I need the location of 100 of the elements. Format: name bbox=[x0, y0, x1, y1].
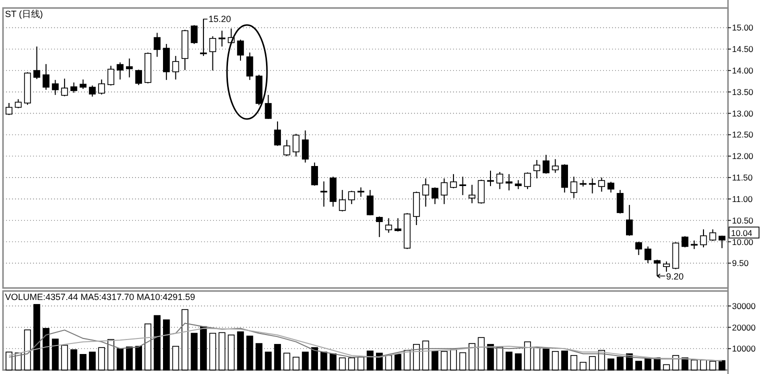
candlestick bbox=[338, 189, 346, 212]
candlestick bbox=[366, 189, 374, 216]
y-tick-label: 12.00 bbox=[732, 151, 754, 162]
y-tick-label: 11.00 bbox=[732, 194, 753, 204]
bar bbox=[376, 352, 383, 370]
chart-title: VOLUME:4357.44 MA5:4317.70 MA10:4291.59 bbox=[5, 292, 196, 302]
bar bbox=[182, 309, 188, 370]
bar bbox=[228, 334, 235, 370]
bar bbox=[700, 360, 707, 370]
candlestick bbox=[413, 191, 420, 226]
bar bbox=[172, 346, 180, 370]
bar bbox=[552, 351, 559, 370]
bar bbox=[80, 354, 86, 370]
candlestick bbox=[394, 218, 402, 232]
bar bbox=[385, 355, 392, 370]
bar bbox=[246, 336, 254, 370]
candlestick bbox=[644, 246, 652, 264]
bar bbox=[274, 344, 281, 370]
candlestick bbox=[570, 176, 578, 199]
y-tick-label: 30000 bbox=[732, 300, 756, 311]
candlestick bbox=[172, 55, 180, 80]
bar bbox=[6, 352, 12, 370]
candlestick bbox=[190, 24, 198, 44]
annotation: 9.20 bbox=[666, 272, 684, 282]
bar bbox=[690, 360, 698, 370]
candlestick bbox=[320, 180, 328, 208]
candlestick bbox=[533, 159, 540, 179]
bar bbox=[357, 356, 364, 370]
candlestick bbox=[135, 69, 142, 86]
bar bbox=[256, 343, 262, 370]
bar bbox=[561, 350, 568, 370]
bar bbox=[663, 364, 670, 370]
candlestick bbox=[283, 139, 290, 157]
bar bbox=[330, 353, 336, 370]
candlestick bbox=[709, 228, 716, 242]
candlestick bbox=[6, 102, 12, 116]
bar bbox=[154, 315, 161, 370]
candlestick bbox=[61, 78, 68, 97]
candlestick bbox=[718, 235, 726, 249]
y-tick-label: 10.50 bbox=[732, 215, 754, 226]
bar bbox=[302, 352, 309, 370]
bar bbox=[487, 344, 494, 370]
candlestick bbox=[126, 58, 133, 78]
bar bbox=[709, 360, 716, 370]
bar bbox=[644, 358, 652, 370]
bar bbox=[24, 329, 31, 370]
bar bbox=[218, 332, 226, 370]
bar bbox=[580, 362, 587, 370]
candlestick bbox=[209, 36, 216, 72]
bar bbox=[635, 360, 642, 370]
bar bbox=[107, 339, 114, 370]
candlestick bbox=[616, 189, 624, 214]
bar bbox=[163, 319, 170, 370]
candlestick bbox=[496, 171, 504, 190]
bar bbox=[338, 357, 346, 370]
candlestick bbox=[116, 62, 124, 80]
candlestick bbox=[524, 172, 531, 190]
candlestick bbox=[588, 178, 596, 194]
y-tick-label: 13.50 bbox=[732, 86, 754, 97]
candlestick bbox=[357, 186, 364, 198]
annotation: 15.20 bbox=[208, 14, 231, 24]
bar bbox=[348, 357, 356, 370]
candlestick bbox=[663, 260, 670, 272]
candlestick bbox=[264, 94, 272, 120]
candlestick bbox=[292, 133, 300, 158]
candlestick bbox=[542, 154, 550, 174]
candlestick bbox=[274, 120, 281, 146]
bar bbox=[588, 356, 596, 370]
bar bbox=[61, 344, 68, 370]
bar bbox=[394, 354, 402, 370]
candlestick bbox=[218, 30, 226, 48]
candlestick bbox=[70, 82, 78, 94]
bar bbox=[468, 343, 476, 370]
candlestick bbox=[52, 79, 59, 96]
candlestick bbox=[385, 218, 392, 234]
candlestick bbox=[468, 184, 476, 204]
bar bbox=[237, 331, 244, 370]
bar bbox=[292, 356, 300, 370]
candlestick bbox=[302, 130, 309, 164]
candlestick bbox=[450, 174, 457, 189]
bar bbox=[422, 340, 430, 370]
y-tick-label: 10000 bbox=[732, 344, 756, 354]
candlestick bbox=[33, 46, 40, 80]
y-tick-label: 11.50 bbox=[732, 172, 753, 183]
candlestick bbox=[422, 178, 430, 208]
y-tick-label: 9.50 bbox=[732, 258, 749, 268]
bar bbox=[598, 350, 606, 370]
candlestick bbox=[107, 65, 114, 86]
y-tick-label: 14.00 bbox=[732, 66, 754, 76]
bar bbox=[366, 350, 374, 370]
bar bbox=[718, 360, 726, 370]
candlestick bbox=[42, 64, 50, 90]
candlestick bbox=[311, 162, 318, 186]
bar bbox=[98, 347, 105, 370]
candlestick bbox=[330, 176, 336, 208]
candlestick bbox=[552, 158, 559, 174]
candlestick bbox=[635, 241, 642, 256]
candlestick bbox=[626, 204, 633, 236]
candlestick bbox=[440, 178, 448, 205]
bar bbox=[478, 337, 485, 370]
